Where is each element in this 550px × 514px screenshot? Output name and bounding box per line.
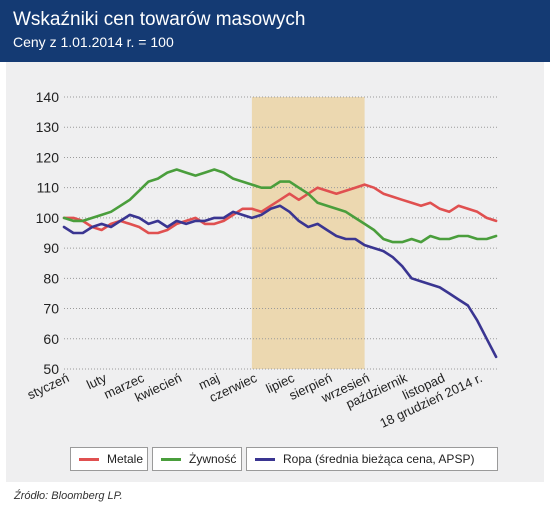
legend-item-ropa: Ropa (średnia bieżąca cena, APSP) (246, 447, 498, 471)
y-tick-label: 50 (43, 361, 59, 377)
y-tick-label: 120 (36, 149, 60, 165)
y-tick-label: 130 (36, 119, 60, 135)
header: Wskaźniki cen towarów masowych Ceny z 1.… (0, 0, 550, 62)
source-note: Źródło: Bloomberg LP. (14, 490, 123, 502)
series-line-metale (62, 183, 498, 235)
y-tick-label: 80 (43, 270, 59, 286)
chart-title: Wskaźniki cen towarów masowych (13, 9, 306, 30)
legend-label-ropa: Ropa (średnia bieżąca cena, APSP) (283, 452, 475, 466)
series-line-ropa (62, 204, 498, 359)
y-tick-label: 140 (36, 89, 60, 105)
legend-item-zywnosc: Żywność (152, 447, 242, 471)
legend-swatch-metale (79, 458, 99, 461)
legend-swatch-ropa (255, 458, 275, 461)
y-tick-label: 90 (43, 240, 59, 256)
highlight-band (251, 97, 365, 369)
legend-item-metale: Metale (70, 447, 148, 471)
legend-label-zywnosc: Żywność (189, 452, 237, 466)
legend-swatch-zywnosc (161, 458, 181, 461)
y-tick-label: 110 (37, 180, 60, 196)
legend-label-metale: Metale (107, 452, 144, 466)
series-line-zywnosc (62, 168, 498, 244)
y-tick-label: 100 (36, 210, 60, 226)
y-tick-label: 70 (43, 301, 59, 317)
chart-subtitle: Ceny z 1.01.2014 r. = 100 (13, 34, 174, 50)
y-tick-label: 60 (43, 331, 59, 347)
